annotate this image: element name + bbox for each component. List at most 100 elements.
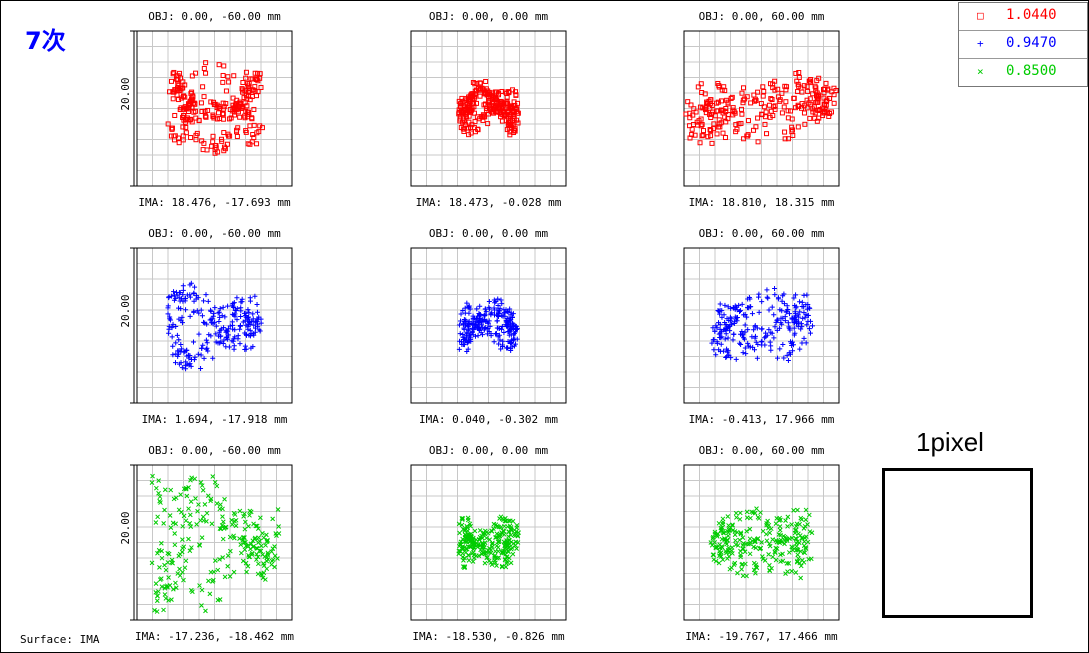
spot-point (466, 304, 472, 310)
spot-point (482, 560, 488, 566)
spot-point (197, 543, 203, 548)
spot-point (773, 521, 779, 526)
spot-point (504, 554, 509, 560)
spot-point (275, 507, 281, 512)
spot-point (156, 478, 162, 483)
spot-point (275, 556, 280, 561)
spot-point (223, 329, 229, 335)
spot-point (482, 311, 488, 317)
spot-point (242, 526, 248, 532)
spot-point (498, 524, 504, 530)
spot-point (174, 87, 180, 93)
spot-point (172, 542, 178, 548)
spot-point (201, 518, 207, 523)
spot-point (754, 565, 760, 571)
spot-point (245, 543, 251, 548)
ima-label: IMA: 18.476, -17.693 mm (138, 196, 291, 209)
spot-point (760, 93, 766, 99)
spot-point (748, 304, 754, 310)
spot-point (727, 328, 733, 334)
spot-point (456, 521, 462, 527)
spot-point (477, 528, 483, 533)
spot-point (462, 555, 467, 561)
spot-point (513, 92, 519, 98)
spot-point (252, 293, 258, 299)
spot-point (242, 535, 247, 540)
spot-point (243, 92, 249, 98)
spot-point (217, 506, 223, 512)
spot-point (250, 544, 256, 550)
spot-point (222, 574, 228, 580)
spot-point (766, 327, 772, 333)
spot-point (804, 105, 810, 111)
spot-point (797, 309, 803, 315)
spot-point (739, 301, 745, 307)
spot-point (725, 335, 731, 341)
spot-point (187, 361, 193, 367)
spot-point (801, 559, 807, 565)
spot-point (252, 329, 258, 335)
spot-point (187, 548, 193, 554)
spot-point (778, 537, 784, 543)
obj-label: OBJ: 0.00, 60.00 mm (699, 444, 825, 457)
spot-point (242, 100, 248, 106)
spot-point (745, 133, 751, 139)
spot-point (723, 354, 729, 360)
spot-point (463, 114, 469, 120)
spot-point (193, 496, 198, 501)
legend-value: 1.0440 (1006, 7, 1057, 23)
spot-point (760, 84, 766, 90)
spot-point (719, 334, 725, 340)
spot-panel: OBJ: 0.00, 0.00 mm IMA: 0.040, -0.302 mm (410, 227, 567, 426)
spot-point (261, 561, 266, 566)
spot-point (175, 77, 181, 83)
spot-point (216, 319, 222, 325)
spot-point (804, 292, 810, 298)
spot-point (458, 311, 464, 317)
spot-point (472, 88, 478, 94)
spot-point (816, 115, 822, 121)
spot-point (825, 87, 831, 93)
spot-point (201, 355, 207, 361)
spot-point (216, 62, 222, 68)
spot-point (790, 547, 796, 553)
spot-point (714, 325, 720, 331)
spot-point (254, 557, 259, 562)
spot-point (189, 89, 195, 95)
spot-point (723, 331, 729, 337)
spot-point (714, 340, 720, 346)
spot-point (247, 141, 253, 147)
spot-point (808, 556, 814, 562)
spot-point (746, 541, 751, 547)
spot-point (244, 569, 249, 575)
legend-value: 0.8500 (1006, 63, 1057, 79)
spot-point (723, 326, 729, 332)
legend: □ 1.0440 + 0.9470 × 0.8500 (958, 2, 1088, 87)
spot-point (708, 133, 714, 139)
spot-point (784, 560, 790, 566)
spot-point (259, 125, 265, 131)
spot-point (457, 530, 462, 536)
spot-point (742, 345, 748, 351)
spot-point (698, 81, 704, 87)
spot-point (176, 135, 182, 141)
spot-point (239, 106, 245, 112)
spot-point (472, 528, 478, 534)
spot-point (755, 139, 761, 145)
spot-point (178, 349, 184, 355)
spot-point (172, 360, 178, 366)
spot-point (169, 126, 175, 132)
spot-point (810, 109, 816, 115)
spot-point (785, 136, 791, 142)
spot-point (710, 536, 716, 541)
spot-point (510, 311, 516, 317)
spot-point (831, 85, 837, 91)
spot-point (245, 563, 251, 569)
spot-point (762, 342, 768, 348)
spot-point (466, 553, 471, 558)
spot-point (174, 332, 180, 338)
spot-point (489, 528, 494, 534)
spot-point (204, 340, 210, 346)
spot-point (497, 305, 503, 311)
spot-point (746, 343, 752, 349)
